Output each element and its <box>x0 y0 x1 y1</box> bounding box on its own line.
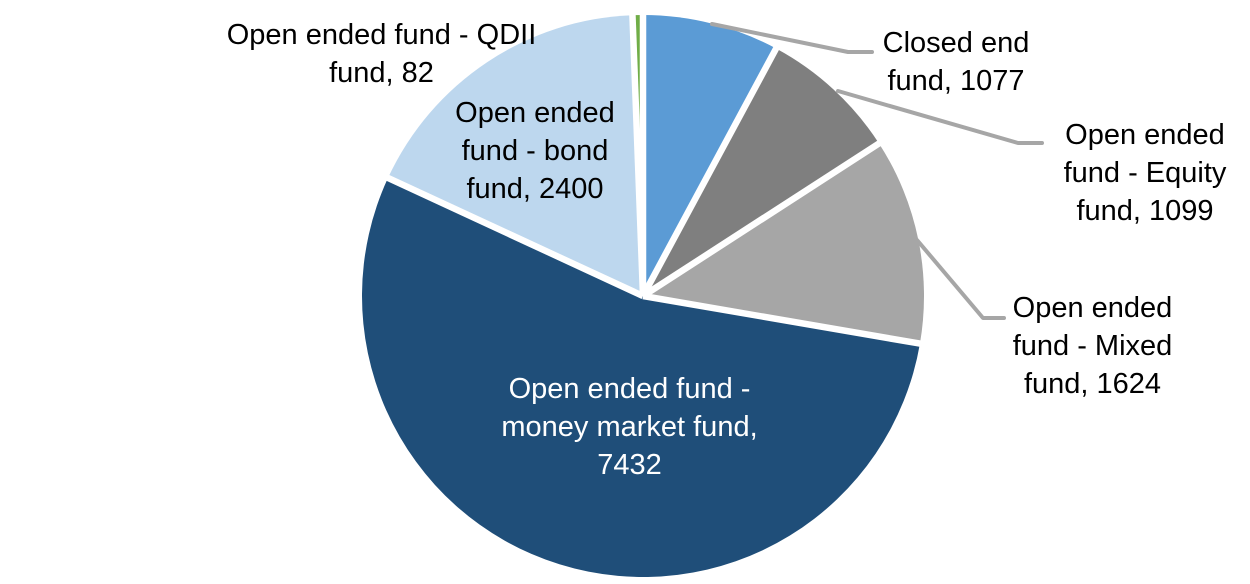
pie-label-bond-fund: Open ended fund - bond fund, 2400 <box>455 97 615 205</box>
pie-slices-group <box>361 15 924 578</box>
pie-label-mixed-fund: Open ended fund - Mixed fund, 1624 <box>1012 292 1173 400</box>
leader-line-mixed-fund <box>915 238 1006 320</box>
slice-gap-line <box>640 44 781 298</box>
leader-line-equity-fund <box>836 89 1044 145</box>
leader-line-closed-end-fund <box>710 22 874 54</box>
pie-slice-gaps-group <box>383 12 924 348</box>
pie-slice-open-ended-fund-mixed-fund <box>643 143 924 344</box>
pie-label-equity-fund: Open ended fund - Equity fund, 1099 <box>1063 119 1227 227</box>
slice-gap-line <box>629 12 647 297</box>
pie-slice-open-ended-fund-money-market-fund <box>361 177 920 578</box>
pie-slice-closed-end-fund <box>643 15 777 296</box>
pie-label-closed-end-fund: Closed end fund, 1077 <box>882 27 1030 97</box>
slice-gap-line <box>641 139 884 299</box>
pie-label-money-market-fund: Open ended fund - money market fund, 743… <box>501 373 758 481</box>
pie-slice-open-ended-fund-equity-fund <box>643 48 879 296</box>
slice-gap-line <box>383 173 645 299</box>
pie-label-qdii-fund: Open ended fund - QDII fund, 82 <box>226 19 537 89</box>
pie-slice-open-ended-fund-bond-fund <box>388 15 643 297</box>
slice-gap-line <box>642 292 924 348</box>
